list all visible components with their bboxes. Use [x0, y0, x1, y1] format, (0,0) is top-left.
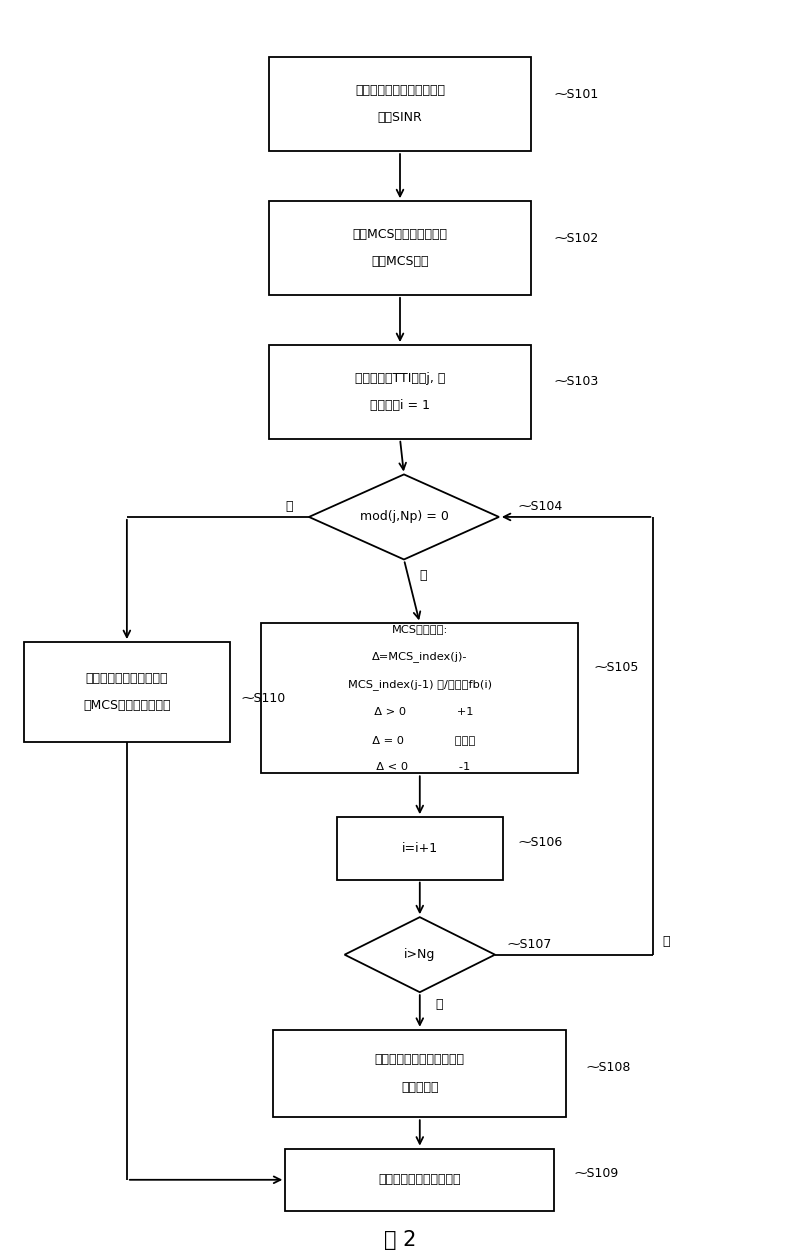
Text: Δ = 0              不发射: Δ = 0 不发射 [365, 734, 475, 744]
Text: Δ < 0              -1: Δ < 0 -1 [369, 762, 470, 772]
Text: ⁓S109: ⁓S109 [574, 1167, 618, 1180]
Text: 否: 否 [420, 569, 427, 583]
Text: i>Ng: i>Ng [404, 948, 435, 961]
Text: ⁓S107: ⁓S107 [507, 938, 551, 951]
Text: Δ > 0              +1: Δ > 0 +1 [366, 708, 473, 718]
Text: ⁓S105: ⁓S105 [594, 661, 638, 674]
Text: mod(j,Np) = 0: mod(j,Np) = 0 [359, 510, 448, 524]
Polygon shape [345, 917, 495, 992]
Text: Δ=MCS_index(j)-: Δ=MCS_index(j)- [372, 652, 467, 662]
Bar [262, 623, 578, 773]
Text: 应的SINR: 应的SINR [378, 112, 422, 125]
Text: 是: 是 [436, 998, 443, 1011]
Text: 图 2: 图 2 [384, 1230, 416, 1250]
Text: ⁓S110: ⁓S110 [242, 691, 286, 705]
Bar [274, 1030, 566, 1117]
Bar [270, 201, 530, 295]
Text: 带的MCS索引: 带的MCS索引 [371, 256, 429, 268]
Text: 检测各个子带上的数据流对: 检测各个子带上的数据流对 [355, 84, 445, 97]
Bar [286, 1148, 554, 1211]
Text: ⁓S108: ⁓S108 [586, 1061, 630, 1074]
Text: ⁓S104: ⁓S104 [518, 500, 563, 514]
Text: 的反馈比特: 的反馈比特 [401, 1080, 438, 1094]
Text: 否: 否 [663, 935, 670, 948]
Text: 是: 是 [286, 500, 293, 514]
Text: i=i+1: i=i+1 [402, 842, 438, 855]
Text: 取子带号i = 1: 取子带号i = 1 [370, 399, 430, 412]
Text: 部MCS索引均作为反馈: 部MCS索引均作为反馈 [83, 699, 170, 713]
Text: ⁓S106: ⁓S106 [518, 836, 563, 849]
Text: 获取当前的TTI序号j, 选: 获取当前的TTI序号j, 选 [355, 371, 445, 384]
Text: 把反馈比特发送回发射端: 把反馈比特发送回发射端 [378, 1173, 461, 1186]
Bar [337, 817, 503, 880]
Text: ⁓S103: ⁓S103 [554, 375, 598, 388]
Text: ⁓S102: ⁓S102 [554, 232, 598, 244]
Text: MCS_index(j-1) 上/下指令fb(i): MCS_index(j-1) 上/下指令fb(i) [348, 679, 492, 690]
Bar [270, 58, 530, 151]
Bar [270, 345, 530, 439]
Polygon shape [309, 475, 499, 559]
Text: MCS索引比较:: MCS索引比较: [392, 624, 448, 635]
Text: ⁓S101: ⁓S101 [554, 88, 598, 101]
Bar [24, 642, 230, 742]
Text: 综合所有子带和整个频带上: 综合所有子带和整个频带上 [374, 1054, 465, 1066]
Text: 查找MCS表格得到各个子: 查找MCS表格得到各个子 [353, 228, 447, 240]
Text: 整个频带和所有子带的全: 整个频带和所有子带的全 [86, 672, 168, 685]
